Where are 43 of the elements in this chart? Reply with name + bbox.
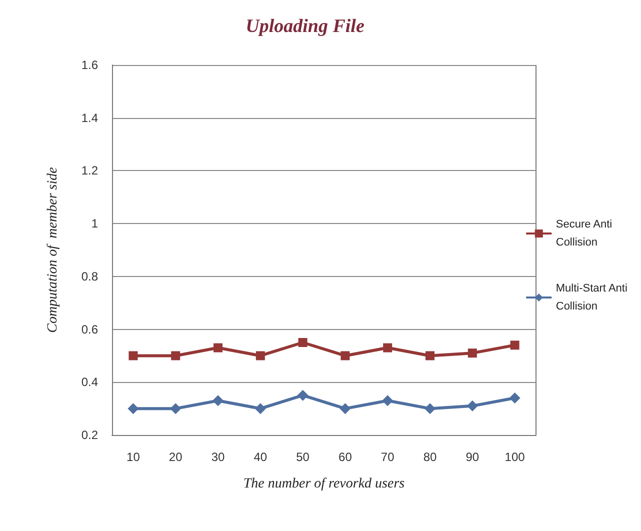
point <box>383 343 392 352</box>
point <box>128 351 138 360</box>
x-tick-label: 90 <box>466 450 480 464</box>
point <box>340 351 350 360</box>
y-tick-label: 0.8 <box>81 269 98 284</box>
point <box>128 403 139 414</box>
point <box>214 343 222 352</box>
point <box>426 351 434 360</box>
point <box>298 338 308 347</box>
point <box>171 351 180 360</box>
point <box>254 403 266 414</box>
x-tick-label: 10 <box>126 450 140 464</box>
legend-label: Multi-Start Anti Collision <box>556 282 628 312</box>
y-tick-label: 1 <box>91 216 98 231</box>
point <box>256 351 265 360</box>
point <box>509 392 520 404</box>
x-tick-label: 20 <box>168 450 183 464</box>
y-tick-label: 0.2 <box>81 428 98 442</box>
y-tick-label: 1.2 <box>81 164 98 178</box>
point <box>468 348 477 358</box>
point <box>382 395 394 406</box>
point <box>297 390 308 401</box>
x-tick-label: 30 <box>211 450 225 464</box>
x-tick-label: 40 <box>254 450 268 464</box>
point <box>212 395 224 406</box>
x-tick-label: 50 <box>296 450 310 464</box>
x-tick-label: 80 <box>423 450 437 464</box>
y-tick-label: 0.4 <box>81 375 98 390</box>
point <box>424 403 436 414</box>
x-tick-label: 100 <box>504 450 526 464</box>
chart-title: Uploading File <box>246 16 365 37</box>
x-axis-title: The number of revorkd users <box>243 476 406 492</box>
x-tick-label: 70 <box>380 450 395 464</box>
legend-label: Secure Anti Collision <box>556 218 612 248</box>
y-tick-label: 1.4 <box>81 110 98 125</box>
x-tick-label: 60 <box>338 450 352 464</box>
point <box>466 400 478 412</box>
y-tick-label: 0.6 <box>81 322 98 336</box>
point <box>510 340 520 350</box>
y-tick-label: 1.6 <box>81 58 98 72</box>
point <box>170 403 182 414</box>
point <box>340 403 351 414</box>
y-axis-title: Computation of member side <box>46 167 60 333</box>
